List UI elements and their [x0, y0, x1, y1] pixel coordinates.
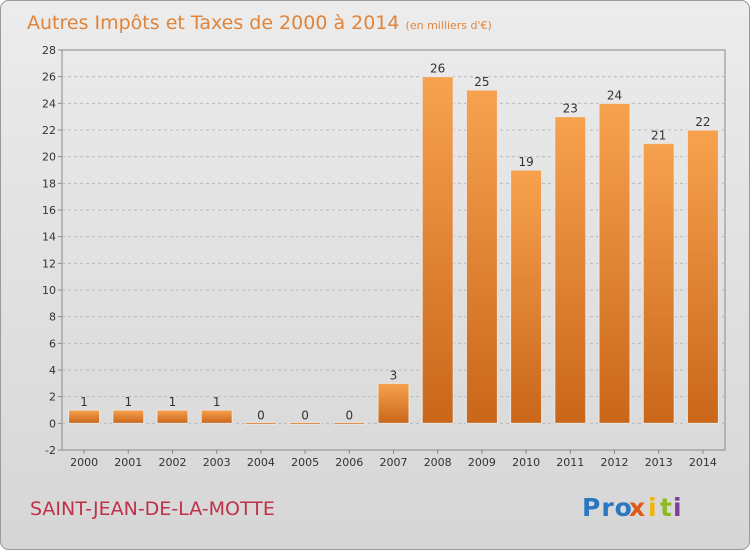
y-tick-label: 26 [42, 71, 56, 84]
bar [598, 102, 631, 424]
proxiti-logo: Pro x i t i [582, 493, 682, 522]
x-tick-label: 2005 [291, 456, 319, 469]
y-tick-label: 16 [42, 204, 56, 217]
x-tick-label: 2010 [512, 456, 540, 469]
y-tick-label: 14 [42, 231, 56, 244]
y-tick-label: 2 [49, 391, 56, 404]
y-tick-label: 28 [42, 44, 56, 57]
x-tick-label: 2009 [468, 456, 496, 469]
x-tick-label: 2006 [335, 456, 363, 469]
bar [465, 89, 498, 424]
y-tick-label: 22 [42, 124, 56, 137]
bar-value-label: 26 [430, 62, 445, 76]
bar-value-label: 24 [607, 88, 622, 102]
bar [421, 76, 454, 424]
bar [112, 409, 145, 424]
chart-title: Autres Impôts et Taxes de 2000 à 2014 (e… [27, 12, 492, 34]
bar-value-label: 1 [80, 395, 88, 409]
bar [289, 421, 322, 425]
bar [377, 382, 410, 424]
bar [244, 421, 277, 425]
bar-value-label: 22 [695, 115, 710, 129]
x-tick-label: 2012 [601, 456, 629, 469]
x-tick-label: 2014 [689, 456, 717, 469]
y-tick-label: 4 [49, 364, 56, 377]
bar [156, 409, 189, 424]
svg-text:i: i [673, 493, 682, 522]
x-tick-label: 2007 [380, 456, 408, 469]
bar-value-label: 25 [474, 75, 489, 89]
x-tick-label: 2002 [159, 456, 187, 469]
chart-subtitle: (en milliers d'€) [406, 19, 492, 32]
bar-value-label: 23 [563, 102, 578, 116]
x-tick-label: 2004 [247, 456, 275, 469]
svg-text:t: t [660, 493, 672, 522]
y-tick-label: 24 [42, 97, 56, 110]
y-tick-label: 18 [42, 177, 56, 190]
bar [200, 409, 233, 424]
bar-value-label: 1 [169, 395, 177, 409]
bar-value-labels: 1 1 1 1 0 0 0 3 26 25 19 23 24 21 22 [80, 62, 710, 423]
y-tick-label: 0 [49, 417, 56, 430]
bar [510, 169, 543, 424]
bar-value-label: 0 [301, 408, 309, 422]
y-tick-label: 8 [49, 311, 56, 324]
x-tick-label: 2008 [424, 456, 452, 469]
svg-text:x: x [629, 493, 645, 522]
bar [642, 142, 675, 424]
bar-value-label: 0 [257, 408, 265, 422]
location-label: SAINT-JEAN-DE-LA-MOTTE [30, 498, 275, 520]
x-tick-label: 2003 [203, 456, 231, 469]
y-tick-label: 6 [49, 337, 56, 350]
bar-value-label: 1 [124, 395, 132, 409]
bar [68, 409, 101, 424]
bar-value-label: 1 [213, 395, 221, 409]
svg-text:i: i [648, 493, 657, 522]
y-tick-label: 12 [42, 257, 56, 270]
x-tick-label: 2011 [556, 456, 584, 469]
bar [686, 129, 719, 424]
bar-value-label: 3 [390, 368, 398, 382]
y-tick-label: 20 [42, 151, 56, 164]
x-tick-label: 2000 [70, 456, 98, 469]
x-tick-label: 2013 [645, 456, 673, 469]
x-tick-label: 2001 [114, 456, 142, 469]
bar-value-label: 21 [651, 128, 666, 142]
bar-value-label: 19 [518, 155, 533, 169]
bar [554, 116, 587, 424]
bar-value-label: 0 [345, 408, 353, 422]
bar [333, 421, 366, 425]
y-tick-label: 10 [42, 284, 56, 297]
x-axis-ticks: 2000 2001 2002 2003 2004 2005 2006 2007 2008 2009… [70, 450, 717, 469]
y-tick-label: -2 [45, 444, 56, 457]
svg-text:Pro: Pro [582, 493, 633, 522]
bars [68, 76, 719, 425]
